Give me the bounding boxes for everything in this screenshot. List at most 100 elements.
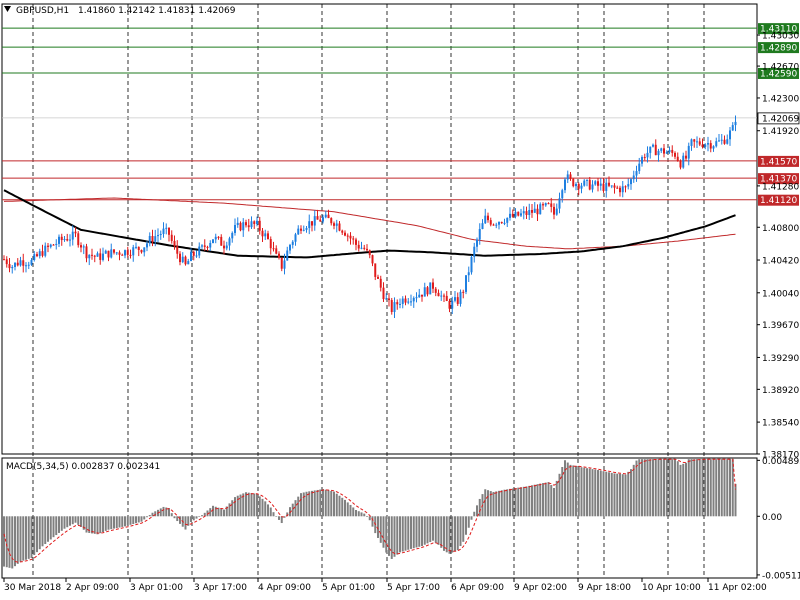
macd-bar — [454, 516, 456, 552]
triangle-down-icon[interactable] — [4, 6, 11, 12]
candle-body — [179, 253, 181, 263]
candle-body — [729, 130, 731, 140]
main-frame — [1, 3, 758, 455]
macd-bar — [553, 488, 555, 517]
candle-body — [269, 239, 272, 249]
candle-body — [553, 206, 555, 215]
macd-bar — [198, 516, 201, 517]
macd-bar — [599, 470, 602, 517]
macd-bar — [624, 474, 627, 517]
candle-body — [443, 295, 445, 297]
macd-bar — [203, 512, 206, 517]
macd-bar — [297, 496, 300, 517]
candle-body — [462, 291, 465, 293]
macd-bar — [525, 486, 528, 517]
candle-body — [712, 146, 715, 149]
candle-body — [173, 240, 176, 247]
macd-bar — [220, 508, 223, 517]
level-label-bg — [758, 23, 799, 35]
candle-body — [660, 148, 663, 151]
macd-bar — [698, 459, 701, 517]
macd-bar — [531, 485, 533, 517]
candle-body — [434, 288, 437, 293]
macd-bar — [355, 510, 357, 517]
macd-bar — [544, 482, 547, 517]
macd-bar — [498, 490, 500, 517]
candle-body — [652, 144, 654, 147]
macd-bar — [245, 492, 247, 517]
candle-body — [613, 185, 616, 188]
candle-body — [390, 300, 393, 312]
macd-bar — [690, 459, 693, 517]
macd-bar — [679, 464, 682, 517]
candle-body — [704, 144, 707, 147]
candle-body — [341, 230, 344, 233]
macd-bar — [657, 459, 660, 517]
macd-bar — [22, 516, 25, 561]
level-label-bg — [758, 67, 799, 79]
level-label-bg — [758, 42, 799, 54]
candle-body — [352, 238, 355, 240]
macd-bar — [294, 500, 297, 517]
y-tick-label: 1.39670 — [762, 321, 799, 331]
macd-bar — [423, 516, 426, 545]
candle-body — [49, 244, 52, 247]
candle-body — [503, 222, 506, 224]
candle-body — [14, 262, 16, 267]
candle-body — [663, 148, 665, 154]
macd-bar — [597, 470, 599, 517]
macd-bar — [148, 514, 151, 517]
candle-body — [165, 227, 168, 229]
candle-body — [506, 217, 509, 223]
candle-body — [148, 236, 151, 244]
macd-bar — [19, 516, 22, 562]
candle-body — [335, 223, 338, 226]
candle-body — [707, 143, 709, 145]
candle-body — [60, 236, 63, 241]
candle-body — [473, 246, 476, 257]
macd-bar — [366, 516, 368, 517]
candle-body — [531, 210, 533, 213]
candle-body — [63, 238, 66, 241]
candle-body — [324, 214, 327, 218]
macd-bar — [352, 507, 355, 517]
macd-bar — [63, 516, 66, 529]
candle-body — [294, 234, 297, 242]
candle-body — [176, 246, 179, 254]
macd-bar — [385, 516, 388, 553]
candle-body — [346, 235, 349, 237]
macd-bar — [151, 512, 154, 517]
candle-body — [432, 282, 434, 289]
macd-bar — [522, 486, 525, 517]
macd-bar — [137, 516, 140, 523]
macd-bar — [36, 516, 38, 553]
macd-bar — [641, 459, 643, 517]
macd-tick-label: -0.005115 — [762, 571, 800, 581]
macd-bar — [443, 516, 445, 551]
candle-body — [654, 144, 657, 156]
candle-body — [459, 291, 462, 304]
macd-bar — [586, 468, 588, 517]
candle-body — [41, 251, 44, 256]
macd-bar — [555, 480, 558, 517]
macd-bar — [3, 516, 5, 567]
candle-body — [597, 181, 599, 186]
candle-body — [253, 221, 256, 225]
candle-body — [489, 220, 492, 225]
macd-bar — [113, 516, 115, 529]
macd-bar — [459, 516, 462, 547]
candle-body — [720, 139, 723, 141]
candle-body — [533, 208, 536, 213]
candle-body — [619, 187, 621, 193]
candle-body — [129, 254, 132, 256]
candle-body — [113, 249, 115, 253]
candle-body — [44, 245, 47, 256]
candle-body — [107, 250, 110, 258]
candle-body — [115, 252, 118, 254]
x-tick-label: 3 Apr 01:00 — [130, 583, 183, 593]
candle-body — [217, 236, 220, 238]
macd-bar — [5, 516, 8, 568]
macd-bar — [55, 516, 58, 536]
